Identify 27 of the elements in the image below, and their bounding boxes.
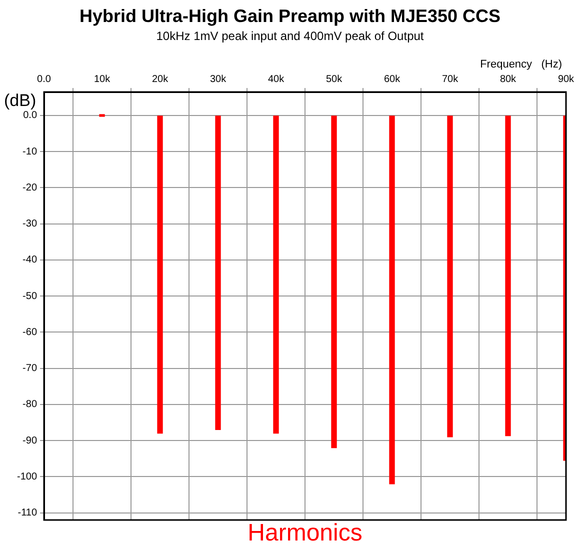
x-axis-title: Frequency (Hz) — [480, 58, 562, 71]
chart-subtitle: 10kHz 1mV peak input and 400mV peak of Output — [156, 29, 424, 44]
x-tick-label: 40k — [268, 74, 286, 85]
y-tick-label: -40 — [22, 254, 38, 266]
annotation: Harmonics — [248, 520, 362, 547]
x-tick-label: 10k — [94, 74, 112, 85]
y-tick-label: -30 — [22, 218, 38, 230]
y-tick-label: -90 — [22, 435, 38, 446]
y-tick-label: -110 — [18, 508, 38, 519]
y-tick-label: -100 — [17, 471, 38, 482]
y-tick-label: -60 — [22, 326, 38, 338]
x-tick-label: 0.0 — [37, 74, 52, 85]
x-tick-label: 60k — [384, 74, 402, 85]
y-tick-label: 0.0 — [23, 110, 38, 122]
y-tick-label: -70 — [22, 363, 38, 374]
chart-title: Hybrid Ultra-High Gain Preamp with MJE350 CCS — [79, 6, 501, 26]
y-tick-label: -20 — [22, 182, 38, 194]
x-tick-label: 80k — [500, 74, 518, 85]
x-tick-label: 50k — [326, 74, 344, 85]
y-axis-title: (dB) — [4, 91, 36, 110]
y-tick-label: -10 — [22, 146, 38, 158]
x-tick-label: 20k — [152, 74, 170, 85]
y-tick-label: -50 — [22, 290, 38, 302]
x-tick-label: 30k — [210, 74, 228, 85]
x-tick-label: 90k — [558, 74, 576, 85]
y-tick-label: -80 — [22, 399, 38, 410]
x-tick-label: 70k — [442, 74, 460, 85]
